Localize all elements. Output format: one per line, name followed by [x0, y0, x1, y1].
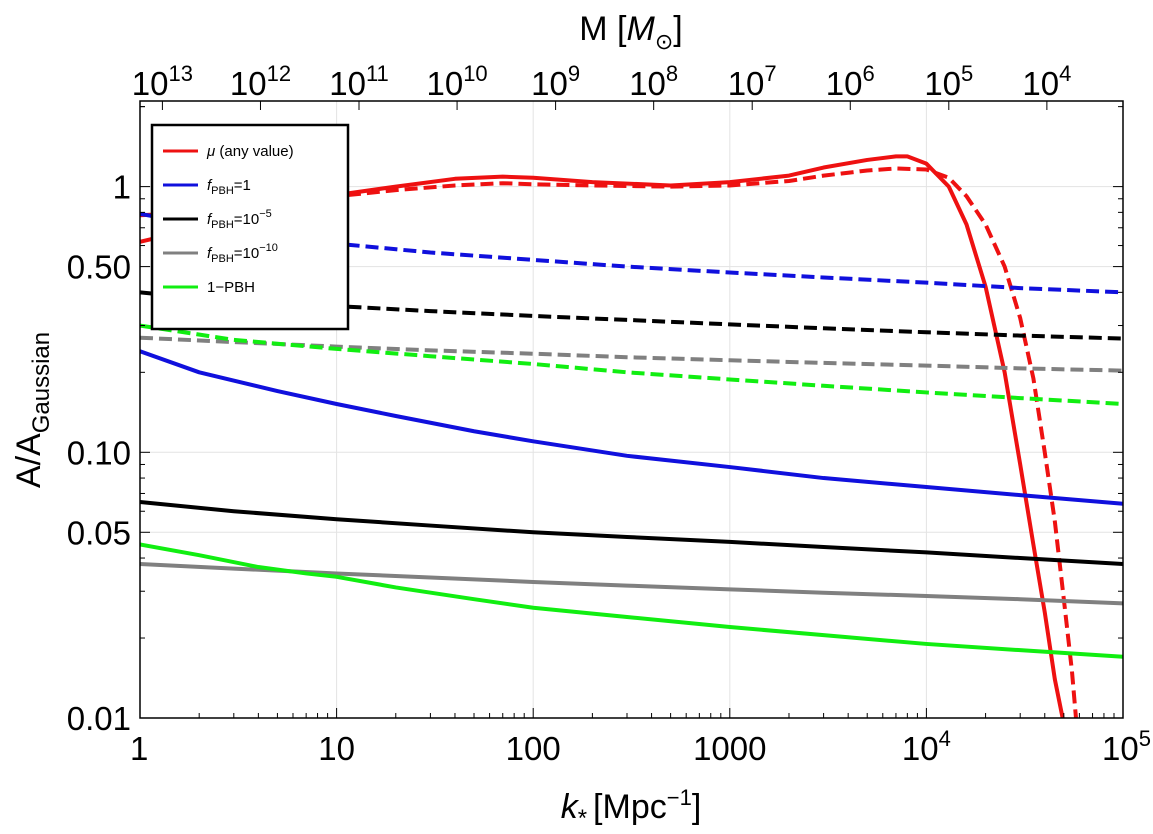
legend-label-text: =10	[234, 245, 259, 262]
x-axis-title: k* [Mpc−1]	[561, 785, 702, 832]
ticks	[139, 101, 1124, 719]
top-tick-label-base: 10	[629, 65, 666, 102]
x-tick-label: 104	[902, 726, 951, 767]
legend-label-sub: PBH	[211, 253, 234, 265]
y-tick-label: 0.10	[67, 434, 131, 471]
top-tick-label-base: 10	[1022, 65, 1059, 102]
top-tick-label: 107	[728, 61, 777, 102]
top-tick-label-exp: 10	[463, 61, 487, 86]
x-tick-label: 100	[506, 730, 561, 767]
top-tick-label-exp: 4	[1059, 61, 1071, 86]
top-tick-label: 1011	[329, 61, 389, 102]
top-tick-label-exp: 5	[961, 61, 973, 86]
top-axis-title: M [M⊙]	[579, 10, 682, 54]
x-tick-label: 1	[130, 730, 148, 767]
top-tick-label-exp: 11	[366, 61, 389, 86]
top-tick-label-base: 10	[728, 65, 765, 102]
series-line-4	[140, 500, 1123, 566]
top-tick-label-base: 10	[426, 65, 463, 102]
series-line-9	[140, 323, 1123, 406]
top-tick-label: 105	[924, 61, 973, 102]
legend-label-italic: f	[207, 177, 213, 194]
top-tick-label-base: 10	[132, 65, 169, 102]
top-tick-label: 106	[826, 61, 875, 102]
y-tick-label: 1	[113, 169, 131, 206]
y-axis-title: A/AGaussian	[10, 332, 55, 488]
x-tick-label-base: 100	[506, 730, 561, 767]
legend-label: fPBH=1	[207, 177, 251, 197]
legend-label-sub: PBH	[211, 185, 234, 197]
top-tick-label-base: 10	[826, 65, 863, 102]
plot-frame	[139, 100, 1124, 719]
x-tick-label-base: 1	[130, 730, 148, 767]
top-tick-label: 104	[1022, 61, 1071, 102]
legend: μ (any value)fPBH=1fPBH=10−5fPBH=10−101−…	[150, 123, 350, 331]
legend-label-italic: f	[207, 211, 213, 228]
top-tick-label-exp: 7	[764, 61, 776, 86]
legend-box	[150, 123, 350, 331]
legend-label-text: =10	[234, 211, 259, 228]
series-line-8	[140, 542, 1123, 659]
top-tick-label: 108	[629, 61, 678, 102]
legend-label: μ (any value)	[206, 143, 294, 160]
x-tick-label: 105	[1102, 726, 1151, 767]
legend-label-italic: μ	[206, 143, 215, 160]
x-tick-label-base: 10	[902, 730, 939, 767]
top-tick-label: 1010	[426, 61, 487, 102]
top-tick-label-base: 10	[329, 65, 366, 102]
top-tick-label-base: 10	[924, 65, 961, 102]
legend-label-italic: f	[207, 245, 213, 262]
y-tick-label: 0.50	[67, 249, 131, 286]
x-tick-label-exp: 4	[939, 726, 951, 751]
x-tick-label: 1000	[693, 730, 766, 767]
top-tick-label-base: 10	[230, 65, 267, 102]
top-tick-label-exp: 6	[863, 61, 875, 86]
top-tick-label: 1013	[132, 61, 193, 102]
legend-label-sub: PBH	[211, 219, 234, 231]
top-tick-label: 109	[531, 61, 580, 102]
x-tick-label: 10	[318, 730, 355, 767]
top-tick-label: 1012	[230, 61, 291, 102]
legend-label-sup: −5	[259, 208, 272, 220]
series-line-1	[140, 166, 1078, 718]
top-tick-label-exp: 8	[666, 61, 678, 86]
series-line-2	[140, 349, 1123, 506]
y-tick-label: 0.01	[67, 700, 131, 737]
x-tick-label-base: 10	[1102, 730, 1139, 767]
x-tick-label-exp: 5	[1139, 726, 1151, 751]
legend-label: 1−PBH	[207, 279, 255, 296]
legend-label-sup: −10	[259, 242, 278, 254]
top-tick-label-exp: 12	[267, 61, 291, 86]
legend-label-text: =1	[234, 177, 251, 194]
top-tick-label-exp: 13	[169, 61, 193, 86]
legend-label: fPBH=10−5	[207, 208, 272, 231]
legend-label: fPBH=10−10	[207, 242, 278, 265]
top-tick-label-base: 10	[531, 65, 568, 102]
x-tick-label-base: 10	[318, 730, 355, 767]
series-line-7	[140, 335, 1123, 373]
legend-label-text: (any value)	[215, 143, 293, 160]
x-tick-label-base: 1000	[693, 730, 766, 767]
y-tick-label: 0.05	[67, 514, 131, 551]
legend-label-text: 1−PBH	[207, 279, 255, 296]
top-tick-label-exp: 9	[568, 61, 580, 86]
